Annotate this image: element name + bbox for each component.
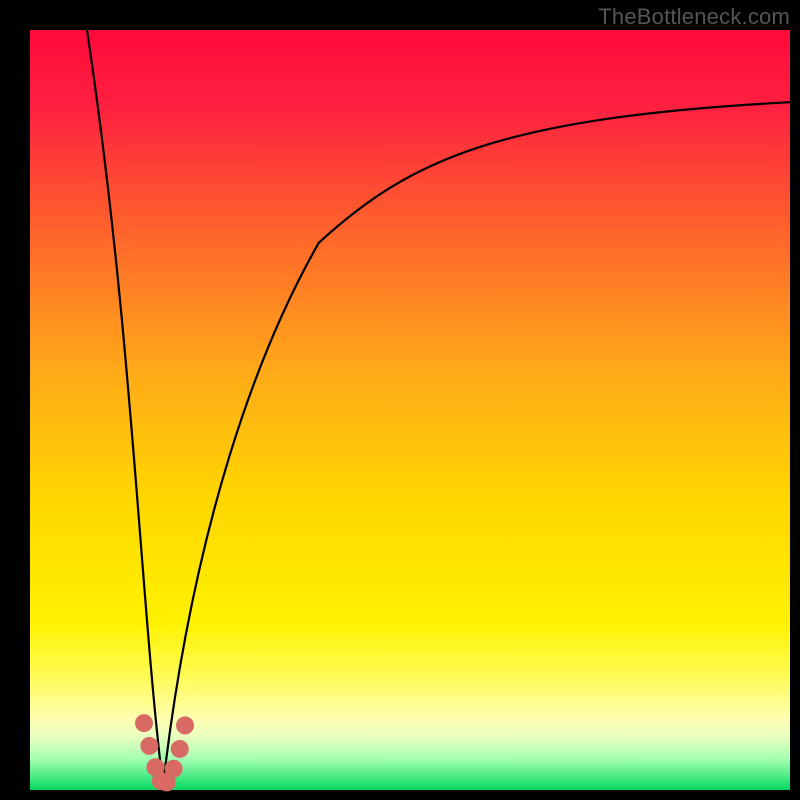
plot-background	[30, 30, 790, 790]
data-point	[176, 716, 194, 734]
data-point	[171, 740, 189, 758]
data-point	[135, 714, 153, 732]
watermark-text: TheBottleneck.com	[598, 4, 790, 30]
data-point	[140, 737, 158, 755]
bottleneck-chart	[0, 0, 800, 800]
data-point	[165, 760, 183, 778]
chart-container: TheBottleneck.com	[0, 0, 800, 800]
